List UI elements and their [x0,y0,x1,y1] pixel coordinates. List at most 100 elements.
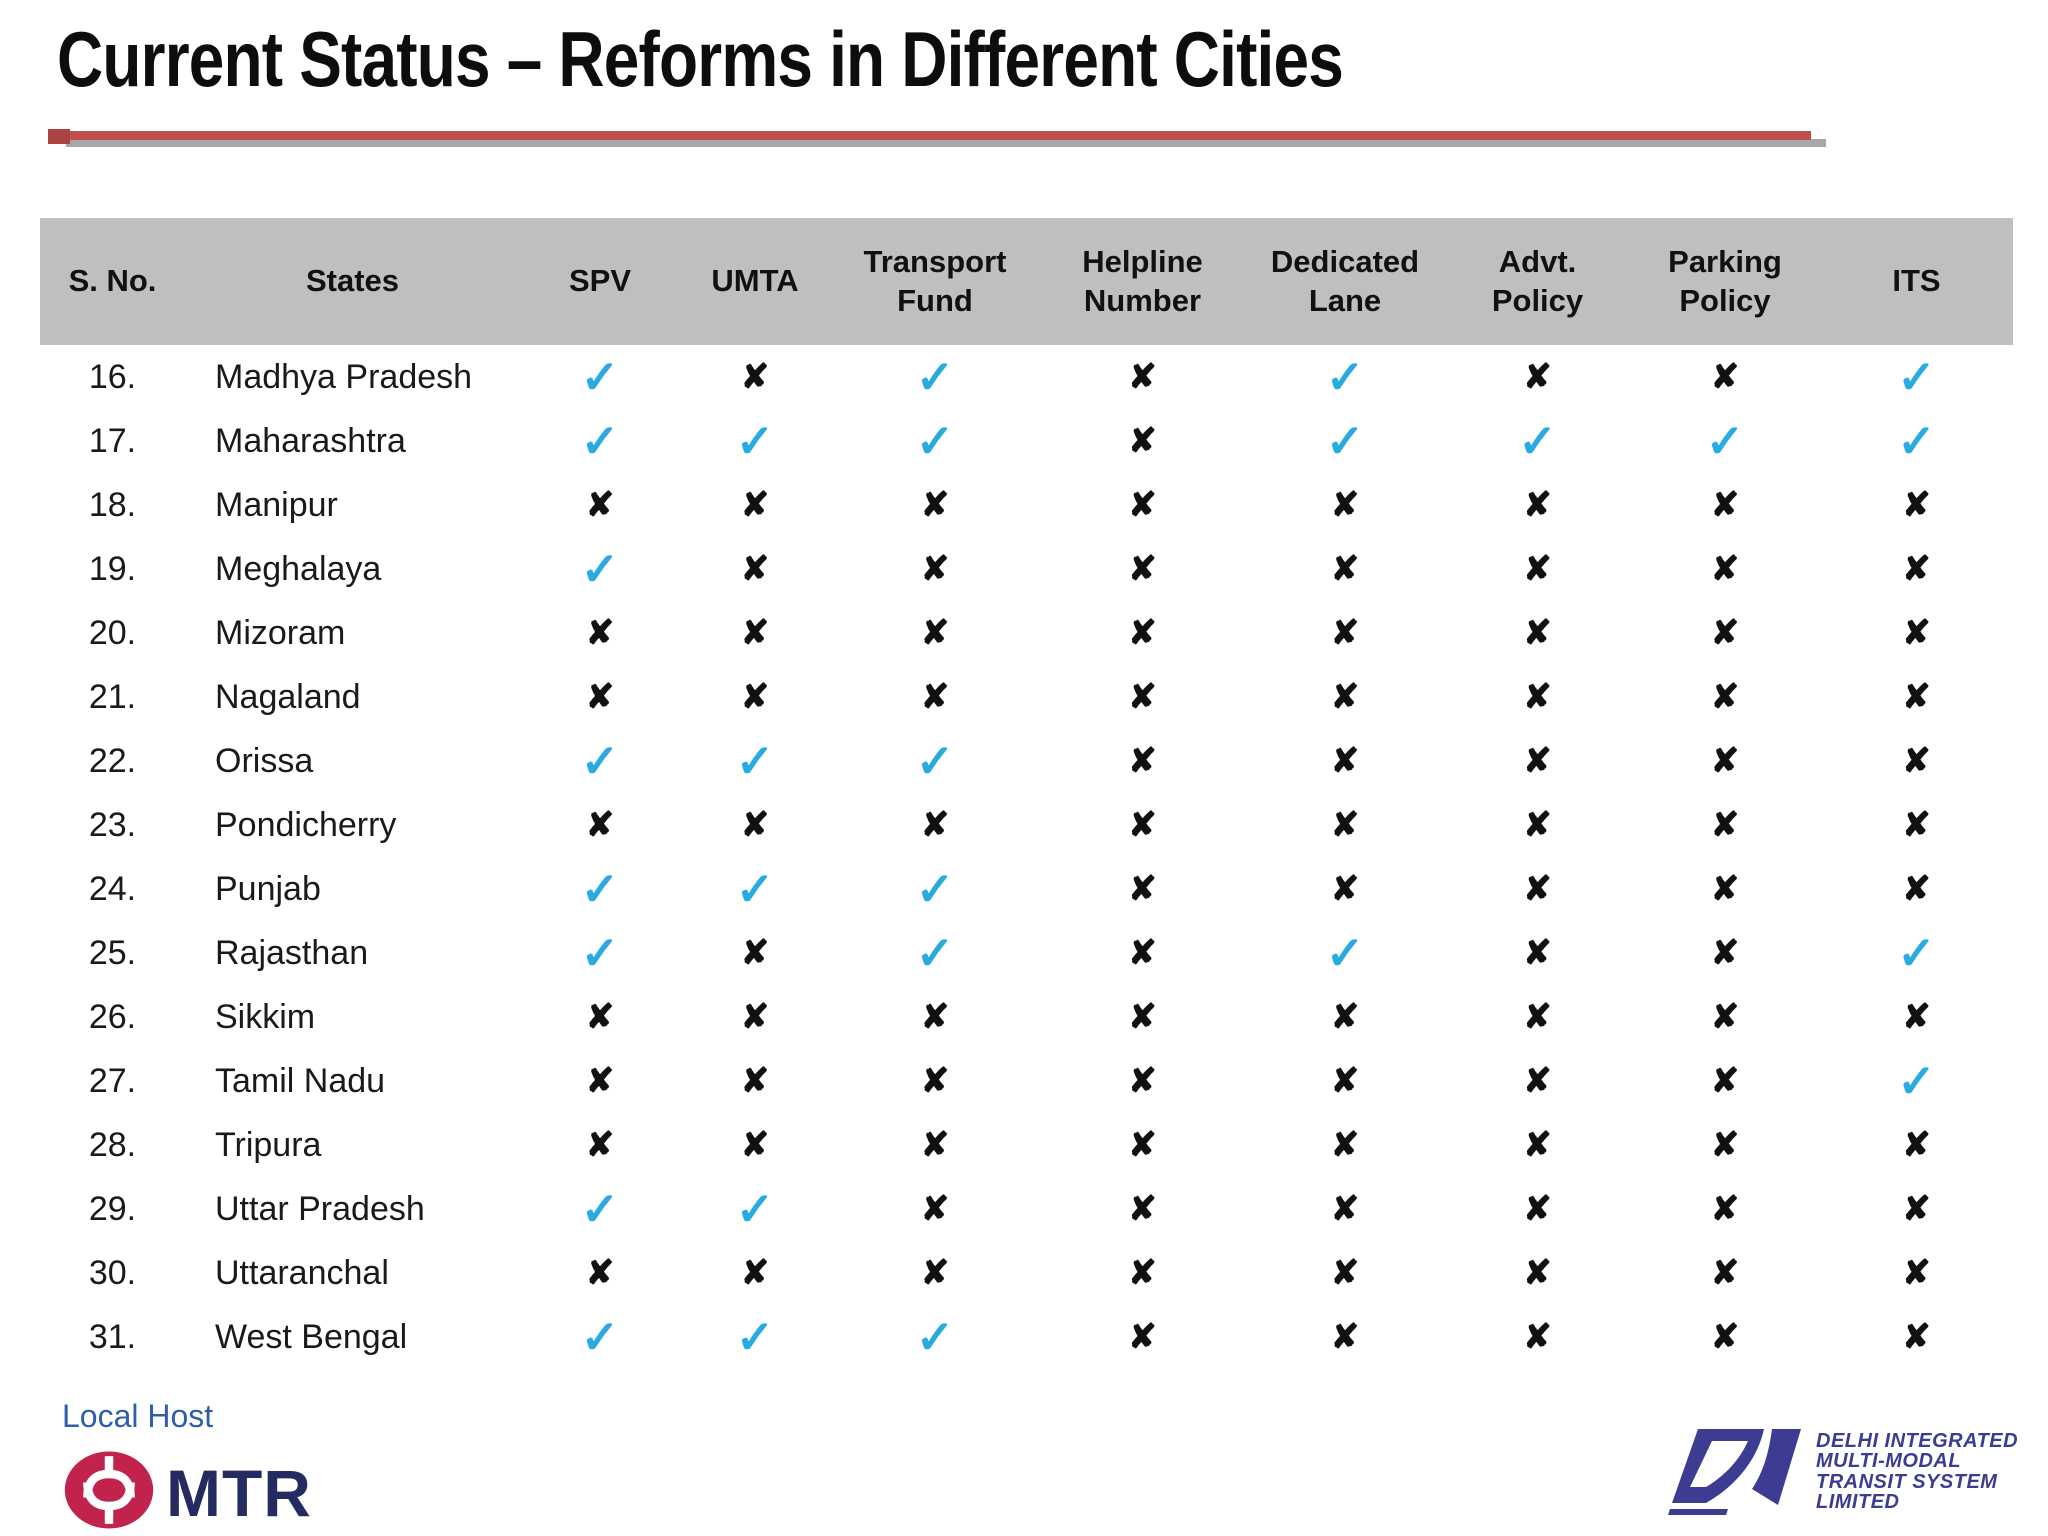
title-rule-shadow [66,139,1826,147]
cross-mark: ✘ [920,486,950,524]
cross-mark: ✘ [740,358,770,396]
cross-mark: ✘ [1902,870,1931,908]
column-header-dedicated-lane: Dedicated Lane [1245,218,1445,345]
cross-mark: ✘ [1128,678,1157,716]
cross-mark: ✘ [1523,358,1552,396]
title-rule-nub [48,129,70,144]
cross-mark: ✘ [1902,678,1931,716]
cross-mark: ✘ [1523,742,1552,780]
check-mark: ✓ [580,863,620,915]
row-number: 25. [88,933,137,972]
cross-mark: ✘ [585,1126,615,1164]
row-state: Nagaland [215,677,361,716]
cross-mark: ✘ [1710,1062,1740,1100]
table-header: S. No. States SPV UMTA Transport Fund He… [40,218,2013,345]
row-number: 20. [88,613,137,652]
title-rule [48,131,1811,140]
cross-mark: ✘ [920,998,950,1036]
cross-mark: ✘ [585,1254,615,1292]
cross-mark: ✘ [1523,998,1552,1036]
cross-mark: ✘ [1902,1190,1931,1228]
check-mark: ✓ [915,735,955,787]
cross-mark: ✘ [585,678,615,716]
dimts-line: DELHI INTEGRATED [1816,1430,2019,1452]
row-state: Rajasthan [215,933,369,972]
cross-mark: ✘ [1523,1062,1552,1100]
dimts-logo: DELHI INTEGRATED MULTI-MODAL TRANSIT SYS… [1668,1425,2018,1525]
cross-mark: ✘ [740,678,770,716]
cross-mark: ✘ [1128,998,1157,1036]
cross-mark: ✘ [1523,1318,1552,1356]
table-row: 30. Uttaranchal ✘ ✘ ✘ ✘ ✘ ✘ ✘ ✘ [40,1241,2013,1305]
cross-mark: ✘ [1330,998,1360,1036]
table-row: 17. Maharashtra ✓ ✓ ✓ ✘ ✓ ✓ ✓ ✓ [40,409,2013,473]
table-row: 22. Orissa ✓ ✓ ✓ ✘ ✘ ✘ ✘ ✘ [40,729,2013,793]
cross-mark: ✘ [920,1190,950,1228]
table-row: 19. Meghalaya ✓ ✘ ✘ ✘ ✘ ✘ ✘ ✘ [40,537,2013,601]
cross-mark: ✘ [740,806,770,844]
check-mark: ✓ [735,863,775,915]
check-mark: ✓ [735,1183,775,1235]
cross-mark: ✘ [1330,1062,1360,1100]
cross-mark: ✘ [920,1126,950,1164]
cross-mark: ✘ [1330,1190,1360,1228]
row-state: Tamil Nadu [215,1061,386,1100]
cross-mark: ✘ [740,998,770,1036]
dimts-line: TRANSIT SYSTEM [1816,1470,1998,1493]
dimts-logo-text: DELHI INTEGRATED MULTI-MODAL TRANSIT SYS… [1816,1425,2018,1513]
check-mark: ✓ [1325,351,1365,403]
cross-mark: ✘ [1710,998,1740,1036]
check-mark: ✓ [1325,927,1365,979]
cross-mark: ✘ [1523,1126,1552,1164]
cross-mark: ✘ [1128,422,1157,460]
cross-mark: ✘ [1128,870,1157,908]
column-header-states: States [185,218,520,345]
row-number: 24. [88,869,137,908]
cross-mark: ✘ [1523,678,1552,716]
dimts-line: LIMITED [1816,1491,1900,1514]
dimts-logo-icon [1668,1425,1808,1525]
check-mark: ✓ [580,1183,620,1235]
row-number: 31. [88,1317,137,1356]
check-mark: ✓ [580,927,620,979]
cross-mark: ✘ [1710,678,1740,716]
cross-mark: ✘ [1710,1254,1740,1292]
cross-mark: ✘ [585,1062,615,1100]
row-state: Uttaranchal [215,1253,389,1292]
table-row: 21. Nagaland ✘ ✘ ✘ ✘ ✘ ✘ ✘ ✘ [40,665,2013,729]
check-mark: ✓ [580,735,620,787]
cross-mark: ✘ [740,486,770,524]
check-mark: ✓ [1897,351,1936,403]
cross-mark: ✘ [1330,486,1360,524]
local-host-label: Local Host [62,1398,214,1434]
row-number: 26. [88,997,137,1036]
table-row: 24. Punjab ✓ ✓ ✓ ✘ ✘ ✘ ✘ ✘ [40,857,2013,921]
table-row: 28. Tripura ✘ ✘ ✘ ✘ ✘ ✘ ✘ ✘ [40,1113,2013,1177]
cross-mark: ✘ [1128,1254,1157,1292]
cross-mark: ✘ [1902,1318,1931,1356]
check-mark: ✓ [915,1311,955,1363]
table-row: 25. Rajasthan ✓ ✘ ✓ ✘ ✓ ✘ ✘ ✓ [40,921,2013,985]
reform-status-table: S. No. States SPV UMTA Transport Fund He… [40,218,2013,1369]
row-number: 30. [88,1253,137,1292]
row-state: Punjab [215,869,321,908]
cross-mark: ✘ [1128,934,1157,972]
table-row: 27. Tamil Nadu ✘ ✘ ✘ ✘ ✘ ✘ ✘ ✓ [40,1049,2013,1113]
cross-mark: ✘ [1710,934,1740,972]
cross-mark: ✘ [1523,486,1552,524]
table-row: 20. Mizoram ✘ ✘ ✘ ✘ ✘ ✘ ✘ ✘ [40,601,2013,665]
cross-mark: ✘ [1128,1062,1157,1100]
row-number: 22. [88,741,137,780]
cross-mark: ✘ [740,550,770,588]
cross-mark: ✘ [1330,1318,1360,1356]
cross-mark: ✘ [920,614,950,652]
row-state: Sikkim [215,997,316,1036]
cross-mark: ✘ [1523,614,1552,652]
cross-mark: ✘ [1710,742,1740,780]
cross-mark: ✘ [1902,742,1931,780]
check-mark: ✓ [580,351,620,403]
table-row: 29. Uttar Pradesh ✓ ✓ ✘ ✘ ✘ ✘ ✘ ✘ [40,1177,2013,1241]
table-row: 31. West Bengal ✓ ✓ ✓ ✘ ✘ ✘ ✘ ✘ [40,1305,2013,1369]
cross-mark: ✘ [1710,1190,1740,1228]
cross-mark: ✘ [1902,486,1931,524]
